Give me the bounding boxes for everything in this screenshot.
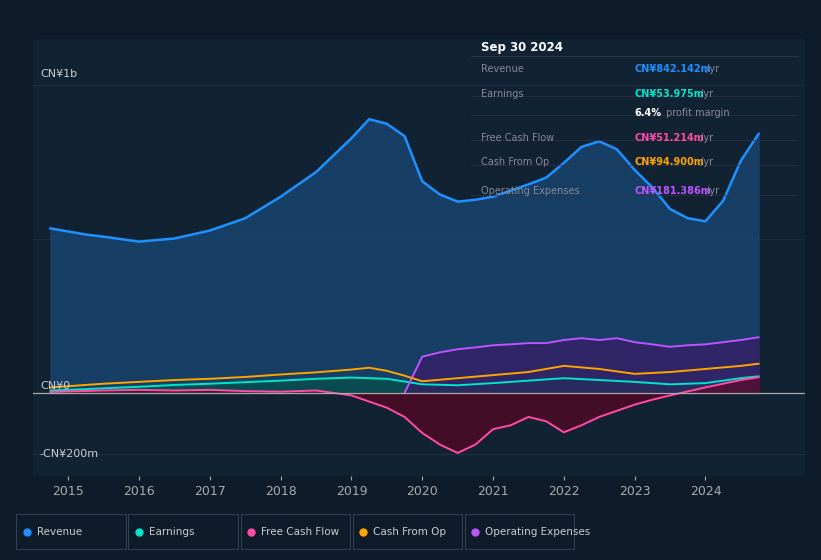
- FancyBboxPatch shape: [129, 514, 238, 549]
- Text: Operating Expenses: Operating Expenses: [485, 527, 590, 536]
- Text: Free Cash Flow: Free Cash Flow: [481, 133, 554, 143]
- Text: CN¥842.142m: CN¥842.142m: [635, 64, 711, 74]
- Text: 6.4%: 6.4%: [635, 108, 661, 118]
- Text: Earnings: Earnings: [149, 527, 194, 536]
- Text: /yr: /yr: [697, 157, 713, 167]
- Text: profit margin: profit margin: [663, 108, 730, 118]
- FancyBboxPatch shape: [353, 514, 461, 549]
- Text: Free Cash Flow: Free Cash Flow: [261, 527, 339, 536]
- Text: Cash From Op: Cash From Op: [481, 157, 549, 167]
- FancyBboxPatch shape: [465, 514, 574, 549]
- Text: /yr: /yr: [697, 89, 713, 99]
- Text: Cash From Op: Cash From Op: [373, 527, 446, 536]
- Text: Earnings: Earnings: [481, 89, 524, 99]
- Text: Operating Expenses: Operating Expenses: [481, 186, 580, 196]
- Text: CN¥181.386m: CN¥181.386m: [635, 186, 711, 196]
- FancyBboxPatch shape: [16, 514, 126, 549]
- Text: CN¥94.900m: CN¥94.900m: [635, 157, 704, 167]
- Text: /yr: /yr: [697, 133, 713, 143]
- Text: -CN¥200m: -CN¥200m: [40, 449, 99, 459]
- Text: Sep 30 2024: Sep 30 2024: [481, 41, 563, 54]
- Text: /yr: /yr: [704, 64, 719, 74]
- Text: CN¥51.214m: CN¥51.214m: [635, 133, 704, 143]
- Text: CN¥1b: CN¥1b: [40, 69, 77, 79]
- Text: /yr: /yr: [704, 186, 719, 196]
- Text: CN¥53.975m: CN¥53.975m: [635, 89, 704, 99]
- FancyBboxPatch shape: [241, 514, 350, 549]
- Text: CN¥0: CN¥0: [40, 381, 70, 391]
- Text: Revenue: Revenue: [481, 64, 524, 74]
- Text: Revenue: Revenue: [37, 527, 81, 536]
